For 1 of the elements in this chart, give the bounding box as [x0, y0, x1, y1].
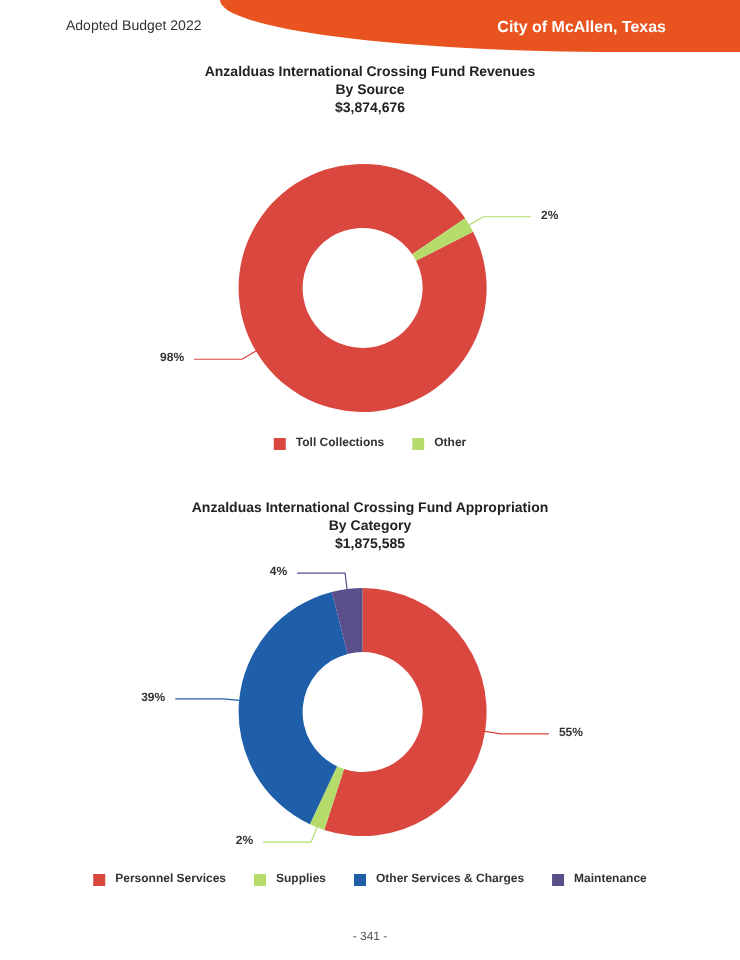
text: City of McAllen, Texas — [497, 18, 666, 36]
